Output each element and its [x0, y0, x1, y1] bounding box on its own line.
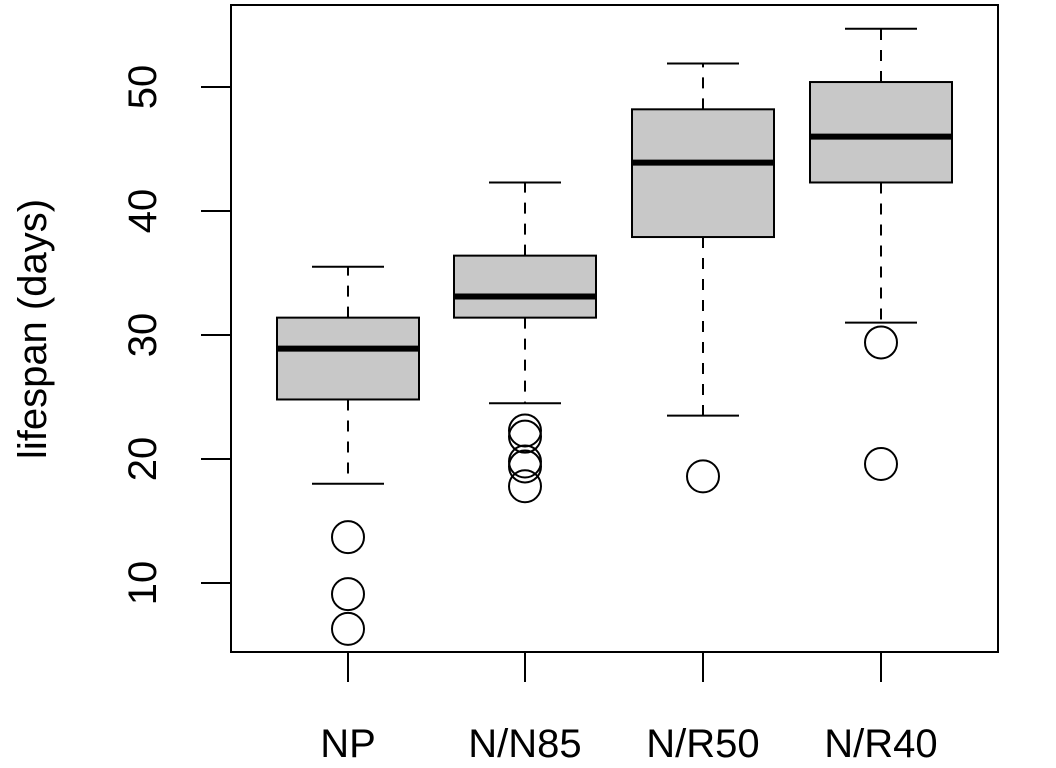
iqr-box — [453, 254, 597, 319]
outlier-point — [864, 325, 898, 360]
x-tick-label: N/N85 — [468, 722, 581, 766]
plot-frame — [230, 4, 999, 653]
y-tick-label: 30 — [121, 313, 165, 358]
outlier-point — [331, 611, 365, 646]
iqr-box — [809, 81, 953, 184]
box-group-nr40 — [809, 27, 953, 481]
outlier-point — [508, 413, 542, 448]
outlier-point — [331, 520, 365, 555]
box-group-nr50 — [631, 62, 775, 494]
y-tick-label: 20 — [121, 437, 165, 482]
box-group-np — [276, 265, 420, 646]
outlier-point — [508, 419, 542, 454]
outlier-point — [331, 577, 365, 612]
iqr-box — [276, 316, 420, 401]
outlier-point — [864, 446, 898, 481]
outlier-point — [508, 469, 542, 504]
y-tick-label: 40 — [121, 189, 165, 234]
y-axis: 10 20 30 40 50 — [121, 65, 231, 606]
x-axis: NP N/N85 N/R50 N/R40 — [320, 652, 938, 766]
iqr-box — [631, 108, 775, 239]
outlier-point — [686, 459, 720, 494]
y-axis-label: lifespan (days) — [11, 199, 55, 459]
y-tick-label: 10 — [121, 561, 165, 606]
box-group-nn85 — [453, 181, 597, 504]
x-tick-label: N/R40 — [824, 722, 937, 766]
x-tick-label: NP — [320, 722, 376, 766]
outlier-point — [508, 449, 542, 484]
y-tick-label: 50 — [121, 65, 165, 110]
boxes — [276, 27, 953, 646]
x-tick-label: N/R50 — [646, 722, 759, 766]
